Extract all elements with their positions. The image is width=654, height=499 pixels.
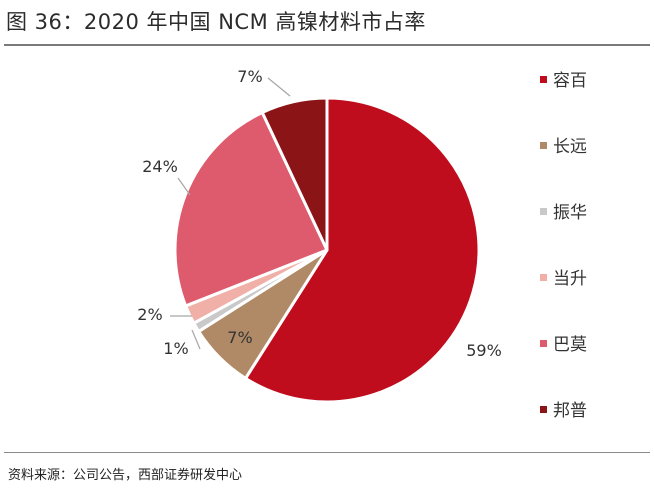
leader-line-5 [177, 177, 191, 196]
data-label-3: 1% [163, 339, 188, 358]
legend-swatch-3 [540, 208, 547, 215]
legend-swatch-4 [540, 274, 547, 281]
leader-line-3 [191, 329, 201, 350]
legend-label-3: 振华 [553, 203, 587, 223]
legend-swatch-1 [540, 76, 547, 83]
legend-label-4: 当升 [553, 269, 587, 289]
source-note: 资料来源：公司公告，西部证券研发中心 [8, 468, 243, 483]
footer-divider [4, 452, 650, 453]
pie-slices [173, 96, 481, 404]
legend-swatch-2 [540, 142, 547, 149]
legend-label-6: 邦普 [553, 401, 587, 421]
pie-slice-5 [173, 110, 329, 308]
legend-label-1: 容百 [553, 71, 587, 91]
pie-slice-1 [244, 96, 481, 404]
legend-label-5: 巴莫 [553, 335, 587, 355]
data-label-1: 59% [466, 341, 502, 360]
data-labels: 59% 7% 1%2% 24% 7% [137, 67, 501, 360]
data-label-4: 2% [137, 305, 162, 324]
data-label-2: 7% [227, 328, 252, 347]
legend-swatch-6 [540, 406, 547, 413]
data-label-6: 7% [237, 67, 262, 86]
title-divider [4, 44, 650, 46]
chart-title: 图 36：2020 年中国 NCM 高镍材料市占率 [6, 10, 426, 34]
legend-label-2: 长远 [553, 137, 587, 157]
legend-swatch-5 [540, 340, 547, 347]
leader-line-6 [267, 77, 291, 97]
pie-slice-6 [260, 96, 329, 252]
data-label-5: 24% [142, 157, 178, 176]
label-leader-lines [170, 77, 291, 350]
